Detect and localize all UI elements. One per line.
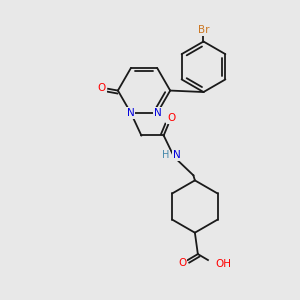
Text: O: O [98, 82, 106, 93]
Text: N: N [172, 150, 180, 161]
Text: OH: OH [216, 260, 232, 269]
Text: N: N [154, 108, 162, 118]
Text: Br: Br [198, 25, 209, 35]
Text: H: H [162, 150, 169, 161]
Text: N: N [127, 108, 134, 118]
Text: O: O [178, 258, 187, 268]
Text: O: O [167, 113, 175, 123]
